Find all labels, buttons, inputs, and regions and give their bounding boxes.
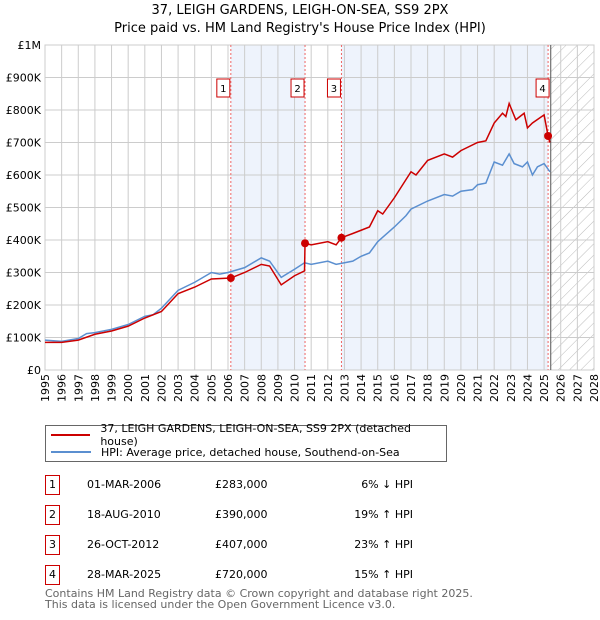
x-tick-label: 2001: [139, 374, 152, 402]
sale-row: 1 01-MAR-2006 £283,000 6% ↓ HPI: [45, 475, 445, 495]
x-tick-label: 2024: [521, 374, 534, 402]
y-tick-label: £800K: [6, 104, 42, 117]
sale-point: [544, 132, 553, 140]
x-tick-label: 2011: [305, 374, 318, 402]
sale-hpi-diff: 23% ↑ HPI: [354, 538, 413, 551]
y-tick-label: £700K: [6, 137, 42, 150]
y-tick-label: £1M: [18, 39, 42, 52]
sale-hpi-diff: 6% ↓ HPI: [361, 478, 413, 491]
y-tick-label: £300K: [6, 267, 42, 280]
y-tick-label: £0: [27, 364, 41, 377]
x-tick-label: 2006: [222, 374, 235, 402]
legend-swatch-red: [51, 434, 91, 436]
x-tick-label: 1997: [72, 374, 85, 402]
sale-date: 26-OCT-2012: [87, 538, 160, 551]
x-tick-label: 1999: [106, 374, 119, 402]
sale-date: 28-MAR-2025: [87, 568, 162, 581]
plot-border: [44, 44, 595, 371]
sale-price: £407,000: [215, 538, 268, 551]
x-tick-label: 2015: [372, 374, 385, 402]
x-tick-label: 2019: [438, 374, 451, 402]
sale-hpi-diff: 15% ↑ HPI: [354, 568, 413, 581]
x-tick-label: 2022: [488, 374, 501, 402]
x-tick-label: 2010: [289, 374, 302, 402]
legend-item-property: 37, LEIGH GARDENS, LEIGH-ON-SEA, SS9 2PX…: [51, 422, 446, 448]
x-tick-label: 2026: [555, 374, 568, 402]
y-tick-label: £400K: [6, 234, 42, 247]
x-tick-label: 2027: [571, 374, 584, 402]
x-tick-label: 1998: [89, 374, 102, 402]
sale-label: 4: [539, 84, 545, 95]
sale-label: 3: [331, 84, 337, 95]
x-tick-label: 2016: [388, 374, 401, 402]
legend-swatch-blue: [51, 451, 91, 453]
x-tick-label: 2012: [322, 374, 335, 402]
x-tick-label: 2000: [122, 374, 135, 402]
x-tick-label: 2023: [505, 374, 518, 402]
sale-price: £283,000: [215, 478, 268, 491]
y-tick-label: £100K: [6, 332, 42, 345]
x-tick-label: 2009: [272, 374, 285, 402]
sale-date: 01-MAR-2006: [87, 478, 162, 491]
sale-row: 2 18-AUG-2010 £390,000 19% ↑ HPI: [45, 505, 445, 525]
x-tick-label: 2018: [422, 374, 435, 402]
x-tick-label: 2028: [588, 374, 600, 402]
sale-label: 1: [220, 84, 226, 95]
legend-label: HPI: Average price, detached house, Sout…: [101, 445, 400, 459]
x-tick-label: 2017: [405, 374, 418, 402]
x-tick-label: 2013: [338, 374, 351, 402]
x-tick-label: 1996: [56, 374, 69, 402]
sale-price: £390,000: [215, 508, 268, 521]
y-tick-label: £200K: [6, 299, 42, 312]
sale-price: £720,000: [215, 568, 268, 581]
legend: 37, LEIGH GARDENS, LEIGH-ON-SEA, SS9 2PX…: [45, 422, 447, 462]
sale-label-box: [326, 78, 341, 98]
x-tick-label: 2003: [172, 374, 185, 402]
sale-label-box: [216, 78, 231, 98]
price-chart: 1995 1996 1997 1998 1999 2000 2001 2002 2003 2004…: [6, 39, 600, 402]
sale-row: 3 26-OCT-2012 £407,000 23% ↑ HPI: [45, 535, 445, 555]
x-tick-label: 2025: [538, 374, 551, 402]
x-tick-label: 2005: [205, 374, 218, 402]
sale-label-box: [290, 78, 305, 98]
sale-number-badge: 1: [45, 475, 60, 495]
x-tick-label: 2021: [472, 374, 485, 402]
sale-hpi-diff: 19% ↑ HPI: [354, 508, 413, 521]
sale-row: 4 28-MAR-2025 £720,000 15% ↑ HPI: [45, 565, 445, 585]
chart-subtitle: Price paid vs. HM Land Registry's House …: [114, 21, 486, 36]
footer-line-2: This data is licensed under the Open Gov…: [45, 598, 396, 611]
y-tick-label: £500K: [6, 202, 42, 215]
sale-date: 18-AUG-2010: [87, 508, 161, 521]
sale-point: [301, 239, 310, 248]
y-tick-label: £900K: [6, 72, 42, 85]
sale-label: 2: [294, 84, 300, 95]
footer-line-1: Contains HM Land Registry data © Crown c…: [45, 587, 473, 600]
x-tick-label: 2004: [189, 374, 202, 402]
sale-point: [337, 233, 346, 242]
sale-label-box: [535, 78, 550, 98]
sale-point: [226, 274, 235, 283]
x-tick-label: 2014: [355, 374, 368, 402]
y-tick-label: £600K: [6, 169, 42, 182]
chart-title: 37, LEIGH GARDENS, LEIGH-ON-SEA, SS9 2PX: [151, 3, 449, 18]
x-tick-label: 2020: [455, 374, 468, 402]
sale-number-badge: 3: [45, 535, 60, 555]
legend-item-hpi: HPI: Average price, detached house, Sout…: [51, 444, 400, 460]
property-price-line: [45, 101, 551, 344]
x-tick-label: 2002: [155, 374, 168, 402]
x-tick-label: 1995: [39, 374, 52, 402]
legend-label: 37, LEIGH GARDENS, LEIGH-ON-SEA, SS9 2PX…: [100, 422, 411, 448]
sale-number-badge: 4: [45, 565, 60, 585]
sale-number-badge: 2: [45, 505, 60, 525]
x-tick-label: 2008: [255, 374, 268, 402]
x-tick-label: 2007: [239, 374, 252, 402]
